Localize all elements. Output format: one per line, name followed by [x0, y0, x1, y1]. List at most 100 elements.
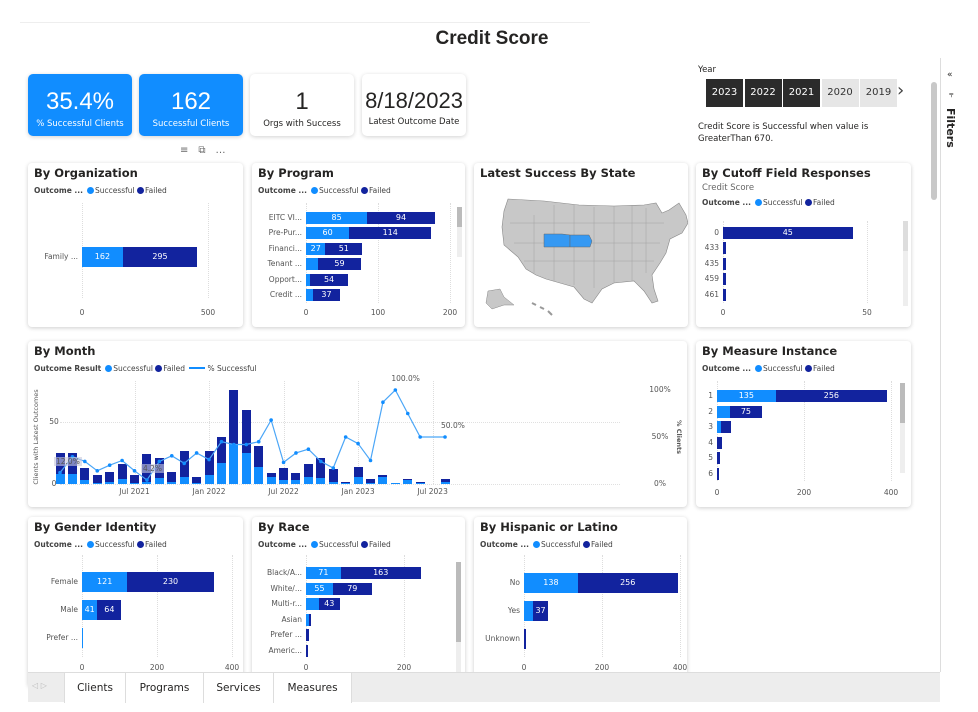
year-button-2021[interactable]: 2021	[783, 79, 820, 107]
bar-failed[interactable]: 163	[340, 567, 421, 579]
bar-failed[interactable]	[723, 242, 726, 255]
scrollbar-thumb[interactable]	[457, 207, 462, 227]
bar-failed[interactable]	[717, 452, 721, 464]
bar-failed[interactable]	[167, 471, 177, 482]
bar-failed[interactable]: 295	[122, 247, 198, 267]
bar-failed[interactable]	[309, 613, 312, 626]
bar-failed[interactable]	[306, 644, 308, 657]
bar-successful[interactable]	[353, 476, 363, 484]
bar-failed[interactable]	[717, 436, 723, 449]
us-map[interactable]	[474, 163, 688, 327]
legend-item-successful[interactable]: Successful	[532, 540, 583, 549]
bar-failed[interactable]: 75	[729, 405, 763, 418]
bar-successful[interactable]	[390, 482, 400, 484]
bar-failed[interactable]	[403, 479, 413, 481]
bar-failed[interactable]: 79	[332, 582, 372, 595]
tab-services[interactable]: Services	[204, 673, 274, 703]
year-button-2019[interactable]: 2019	[860, 79, 897, 107]
bar-failed[interactable]: 94	[367, 212, 435, 224]
bar-failed[interactable]	[279, 467, 289, 481]
bar-successful[interactable]	[316, 477, 326, 484]
bar-successful[interactable]	[80, 480, 90, 484]
bar-successful[interactable]: 85	[306, 212, 368, 224]
scrollbar-thumb[interactable]	[456, 562, 461, 642]
bar-successful[interactable]	[303, 476, 313, 484]
bar-successful[interactable]: 27	[306, 242, 326, 255]
focus-mode-icon[interactable]: ⧉	[198, 145, 216, 156]
bar-failed[interactable]	[524, 629, 526, 649]
bar-failed[interactable]	[80, 467, 90, 481]
bar-failed[interactable]: 43	[318, 598, 340, 610]
year-button-2022[interactable]: 2022	[744, 79, 782, 107]
tab-scroll-arrows-icon[interactable]: ◁ ▷	[32, 681, 47, 690]
more-options-icon[interactable]: …	[215, 145, 236, 156]
bar-successful[interactable]	[204, 475, 214, 484]
bar-failed[interactable]	[378, 475, 388, 477]
bar-successful[interactable]	[142, 481, 152, 484]
bar-successful[interactable]	[306, 289, 314, 301]
bar-successful[interactable]	[82, 628, 83, 648]
kpi-percent-successful[interactable]: 35.4% % Successful Clients	[28, 74, 132, 136]
bar-successful[interactable]	[440, 481, 450, 484]
bar-failed[interactable]	[241, 409, 251, 453]
bar-successful[interactable]	[717, 405, 730, 418]
kpi-successful-clients[interactable]: 162 Successful Clients	[139, 74, 243, 136]
bar-failed[interactable]	[328, 469, 338, 482]
year-button-2023[interactable]: 2023	[706, 79, 743, 107]
chart-scrollbar[interactable]	[900, 383, 905, 473]
legend-item-successful[interactable]: Successful	[754, 364, 805, 373]
bar-successful[interactable]: 60	[306, 227, 350, 240]
bar-failed[interactable]	[204, 450, 214, 476]
bar-successful[interactable]: 121	[82, 572, 128, 592]
bar-successful[interactable]	[415, 482, 425, 484]
bar-successful[interactable]	[130, 482, 140, 484]
page-scrollbar[interactable]	[931, 82, 937, 200]
kpi-orgs-with-success[interactable]: 1 Orgs with Success	[250, 74, 354, 136]
bar-failed[interactable]	[192, 476, 202, 483]
bar-failed[interactable]	[723, 257, 726, 270]
legend-item-percent-successful[interactable]: % Successful	[189, 364, 257, 373]
bar-successful[interactable]	[229, 444, 239, 484]
legend-item-successful[interactable]: Successful	[86, 540, 137, 549]
bar-failed[interactable]: 37	[313, 289, 340, 301]
bar-failed[interactable]	[266, 472, 276, 477]
chart-scrollbar[interactable]	[903, 221, 908, 306]
scrollbar-thumb[interactable]	[900, 383, 905, 423]
bar-successful[interactable]: 55	[306, 582, 333, 595]
bar-successful[interactable]	[403, 480, 413, 484]
year-button-2020[interactable]: 2020	[821, 79, 859, 107]
bar-successful[interactable]	[366, 482, 375, 484]
chart-scrollbar[interactable]	[456, 562, 461, 672]
bar-successful[interactable]	[192, 482, 202, 484]
bar-successful[interactable]	[67, 474, 77, 484]
bar-failed[interactable]	[440, 479, 450, 482]
chevron-right-icon[interactable]: ›	[897, 80, 905, 101]
bar-successful[interactable]	[306, 598, 319, 610]
bar-failed[interactable]	[721, 421, 731, 433]
bar-successful[interactable]	[291, 480, 301, 484]
legend-item-failed[interactable]: Failed	[805, 198, 835, 207]
bar-failed[interactable]	[353, 466, 363, 477]
bar-successful[interactable]	[328, 481, 338, 484]
bar-successful[interactable]	[279, 480, 289, 484]
bar-failed[interactable]	[303, 464, 313, 477]
bar-successful[interactable]	[524, 601, 534, 621]
bar-failed[interactable]: 256	[577, 573, 678, 593]
bar-failed[interactable]	[316, 457, 326, 478]
legend-item-failed[interactable]: Failed	[361, 186, 391, 195]
filter-icon[interactable]: ≡	[180, 145, 199, 156]
collapse-filters-icon[interactable]: «	[947, 70, 953, 80]
legend-item-failed[interactable]: Failed	[137, 540, 167, 549]
bar-successful[interactable]	[167, 481, 177, 484]
legend-item-successful[interactable]: Successful	[86, 186, 137, 195]
bar-failed[interactable]	[130, 475, 140, 483]
bar-failed[interactable]: 64	[97, 600, 122, 620]
bar-successful[interactable]	[306, 613, 310, 626]
bar-successful[interactable]	[378, 476, 388, 484]
bar-failed[interactable]: 51	[325, 242, 363, 255]
bar-failed[interactable]	[366, 479, 375, 483]
bar-successful[interactable]	[717, 421, 722, 433]
legend-item-successful[interactable]: Successful	[310, 540, 361, 549]
bar-successful[interactable]	[55, 474, 65, 484]
bar-successful[interactable]	[266, 476, 276, 484]
